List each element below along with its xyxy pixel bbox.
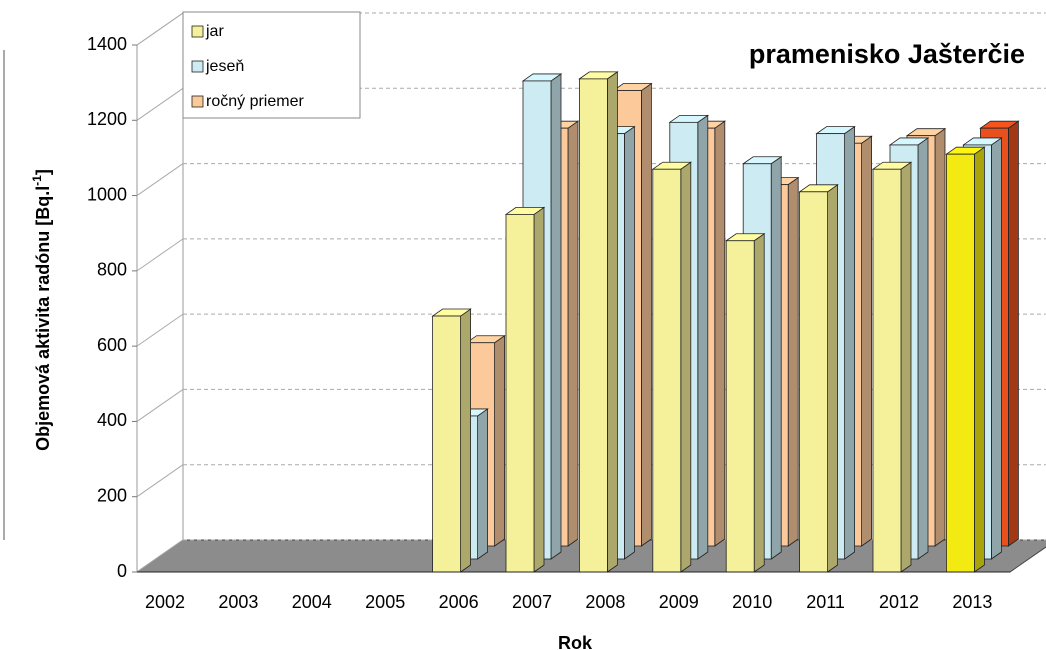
bar-side — [533, 206, 545, 573]
y-axis-title-end: ] — [33, 169, 53, 175]
bar-side — [607, 71, 618, 573]
bar-side — [991, 137, 1002, 560]
y-tick-label: 1400 — [87, 34, 127, 54]
bar — [505, 213, 535, 573]
x-tick-label: 2002 — [145, 592, 185, 612]
x-tick-label: 2006 — [439, 592, 479, 612]
legend-box — [182, 11, 361, 119]
legend-label: jar — [205, 23, 224, 40]
bar-side — [753, 232, 765, 573]
bar — [432, 315, 462, 573]
bar-side — [680, 161, 692, 573]
legend-swatch — [191, 60, 204, 73]
bar-side — [714, 120, 726, 547]
x-tick-label: 2013 — [952, 592, 992, 612]
bar-side — [934, 127, 946, 547]
bar — [579, 78, 608, 573]
legend-swatch — [191, 95, 204, 108]
bar-side — [787, 176, 799, 547]
y-tick-label: 1200 — [87, 109, 127, 129]
bar-side — [900, 161, 912, 573]
x-tick-label: 2003 — [218, 592, 258, 612]
y-tick-label: 1000 — [87, 184, 127, 204]
bar-side — [567, 120, 579, 547]
y-tick-label: 200 — [97, 485, 127, 505]
x-tick-label: 2010 — [732, 592, 772, 612]
y-tick-label: 0 — [117, 561, 127, 581]
side-grid-line — [136, 313, 184, 347]
bar — [946, 153, 975, 573]
y-axis-title-sup: -1 — [30, 175, 44, 186]
bar-side — [770, 155, 782, 560]
x-tick-label: 2011 — [806, 592, 845, 612]
x-tick-label: 2009 — [659, 592, 699, 612]
x-tick-label: 2005 — [365, 592, 405, 612]
side-grid-line — [136, 389, 184, 422]
x-tick-label: 2007 — [512, 592, 552, 612]
bar-side — [844, 125, 855, 560]
chart-title: pramenisko Jašterčie — [749, 39, 1025, 69]
bar — [652, 168, 682, 573]
bar — [872, 168, 902, 573]
bar-side — [641, 82, 652, 547]
side-grid-line — [136, 464, 184, 498]
x-tick-label: 2008 — [585, 592, 625, 612]
legend-label: jeseň — [205, 58, 244, 75]
bar-side — [477, 408, 489, 560]
side-grid-line — [136, 163, 184, 196]
bar-side — [1008, 120, 1019, 547]
side-grid-line — [136, 12, 184, 46]
x-tick-label: 2004 — [292, 592, 332, 612]
bar-side — [494, 334, 506, 547]
y-axis-title: Objemová aktivita radónu [Bq.l-1] — [30, 169, 53, 451]
x-axis-title: Rok — [558, 633, 593, 650]
bar-side — [861, 135, 872, 547]
bar-side — [624, 125, 635, 560]
bar — [725, 240, 755, 573]
legend-label: ročný priemer — [206, 93, 304, 110]
side-grid-line — [136, 87, 184, 121]
bar-side — [974, 146, 985, 573]
bar — [799, 191, 828, 573]
bar-side — [460, 308, 472, 573]
y-tick-label: 400 — [97, 410, 127, 430]
bar-side — [917, 137, 929, 560]
bar-side — [697, 114, 709, 560]
y-tick-label: 600 — [97, 335, 127, 355]
y-tick-label: 800 — [97, 260, 127, 280]
side-grid-line — [136, 539, 184, 573]
y-axis-title-main: Objemová aktivita radónu [Bq.l — [33, 186, 53, 451]
bar-side — [550, 73, 562, 560]
x-tick-label: 2012 — [879, 592, 919, 612]
side-grid-line — [136, 238, 184, 272]
bar-side — [827, 184, 838, 573]
legend-swatch — [191, 25, 204, 38]
